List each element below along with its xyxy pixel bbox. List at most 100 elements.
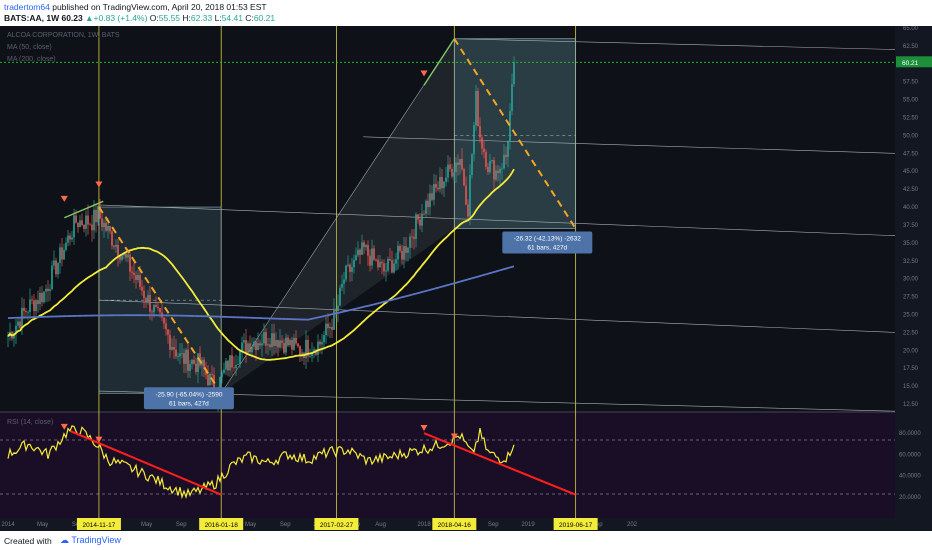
candle-body	[391, 260, 393, 273]
candle-body	[83, 225, 85, 229]
candle-body	[299, 346, 301, 356]
price-tick-label: 12.50	[903, 402, 919, 408]
rsi-trend-line	[69, 430, 222, 496]
tradingview-brand-link[interactable]: ☁ TradingView	[60, 535, 121, 546]
candle-body	[351, 267, 353, 272]
candle-body	[461, 159, 463, 170]
price-tick-label: 42.50	[903, 187, 919, 193]
candle-body	[301, 352, 303, 356]
candle-body	[221, 372, 223, 377]
candle-body	[177, 356, 179, 357]
price-tick-label: 47.50	[903, 151, 919, 157]
open-value: 55.55	[158, 13, 181, 23]
rsi-trend-line	[423, 432, 577, 496]
candle-body	[243, 340, 245, 343]
candle-body	[383, 263, 385, 272]
candle-body	[389, 258, 391, 261]
rsi-tick-label: 80.0000	[899, 431, 921, 437]
chart-area[interactable]: 65.00 62.50 57.50 55.00 52.50 50.00 47.50 45.00…	[0, 16, 932, 531]
time-tick-label: Sep	[176, 522, 187, 528]
candle-body	[67, 235, 69, 243]
candle-body	[447, 164, 449, 178]
candle-body	[427, 200, 429, 208]
rsi-tick-label: 20.0000	[899, 495, 921, 501]
low-value: 54.41	[221, 13, 243, 23]
candle-body	[125, 253, 127, 258]
candle-body	[319, 341, 321, 345]
candle-body	[115, 244, 117, 247]
candle-body	[349, 264, 351, 272]
candle-body	[69, 235, 71, 240]
candle-body	[441, 177, 443, 189]
measure-callout-line: -25.90 (-65.04%) -2590	[155, 391, 223, 398]
candle-body	[493, 160, 495, 180]
time-marker-badge	[553, 518, 598, 530]
candle-body	[223, 369, 225, 373]
candle-body	[249, 343, 251, 353]
rsi-pane-background	[0, 412, 895, 518]
rsi-arrow-marker	[450, 433, 458, 440]
candle-body	[397, 245, 399, 260]
current-price-badge	[896, 56, 932, 68]
channel-line	[98, 299, 896, 333]
candle-body	[407, 247, 409, 253]
candle-body	[123, 253, 125, 256]
candle-body	[181, 353, 183, 354]
candle-body	[245, 340, 247, 353]
candle-body	[151, 311, 153, 313]
measure-callout-line: 61 bars, 427d	[169, 400, 209, 407]
candle-body	[127, 254, 129, 258]
candle-body	[219, 376, 221, 393]
candle-body	[289, 340, 291, 346]
ma200-line	[7, 265, 515, 321]
candle-body	[133, 272, 135, 276]
candle-body	[293, 337, 295, 350]
candle-body	[281, 340, 283, 343]
candle-body	[503, 154, 505, 169]
last-price: 60.23	[61, 13, 83, 23]
created-with-text: Created with	[4, 536, 52, 546]
candle-body	[75, 215, 77, 223]
time-tick-label: May	[37, 522, 48, 528]
candle-body	[455, 162, 457, 173]
price-tick-label: 35.00	[903, 241, 919, 247]
candle-body	[335, 309, 337, 311]
candle-body	[7, 336, 9, 337]
candle-body	[375, 259, 377, 261]
time-tick-label: 2019	[521, 522, 535, 528]
time-marker-badge	[199, 518, 244, 530]
top-trend-line	[64, 200, 104, 219]
candle-body	[193, 359, 195, 364]
candle-body	[487, 166, 489, 173]
candle-body	[425, 200, 427, 214]
candle-body	[471, 154, 473, 176]
candle-body	[53, 260, 55, 266]
price-tick-label: 40.00	[903, 205, 919, 211]
price-tick-label: 52.50	[903, 116, 919, 122]
chart-svg[interactable]: 65.00 62.50 57.50 55.00 52.50 50.00 47.50 45.00…	[0, 16, 932, 531]
candle-body	[511, 84, 513, 112]
candle-body	[45, 288, 47, 292]
candle-body	[409, 236, 411, 248]
candle-body	[325, 323, 327, 336]
candle-body	[63, 249, 65, 260]
candle-body	[73, 215, 75, 238]
candle-body	[359, 249, 361, 255]
candle-body	[317, 341, 319, 355]
price-tick-label: 15.00	[903, 384, 919, 390]
author-link[interactable]: tradertom64	[4, 2, 50, 12]
candle-body	[89, 224, 91, 226]
candle-body	[339, 287, 341, 306]
candle-body	[445, 177, 447, 182]
candle-body	[157, 306, 159, 308]
candle-body	[57, 262, 59, 275]
candle-body	[165, 323, 167, 330]
candle-body	[463, 169, 465, 186]
candle-body	[467, 204, 469, 217]
candle-body	[399, 245, 401, 251]
candle-body	[465, 185, 467, 205]
candle-body	[333, 309, 335, 330]
time-tick-label: Sep	[280, 522, 291, 528]
candle-body	[27, 311, 29, 313]
candle-body	[169, 334, 171, 350]
